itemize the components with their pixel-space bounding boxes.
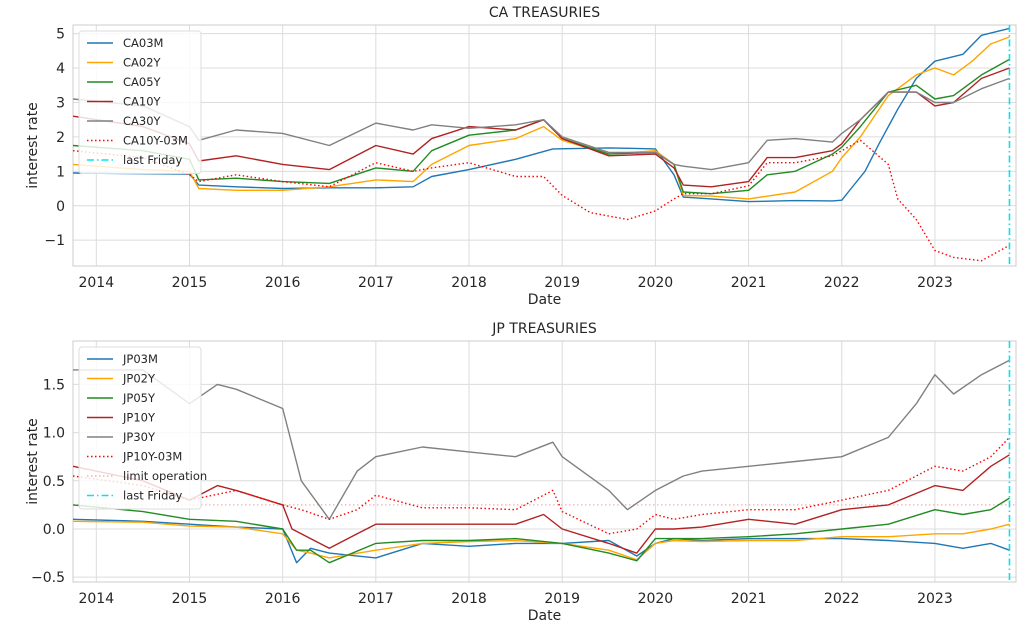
legend-box xyxy=(78,346,202,510)
series-line-jp10y xyxy=(73,454,1010,554)
y-tick-label: 5 xyxy=(56,27,65,43)
legend-label: CA10Y-03M xyxy=(123,134,188,148)
y-tick-label: 0.0 xyxy=(43,522,65,538)
series-line-jp30y xyxy=(73,359,1010,520)
y-tick-label: 4 xyxy=(56,61,65,77)
y-tick-label: −0.5 xyxy=(31,570,65,586)
legend-label: last Friday xyxy=(123,489,182,503)
series-line-jp03m xyxy=(73,518,1010,564)
legend-label: JP03M xyxy=(122,352,158,366)
y-tick-label: 1 xyxy=(56,164,65,180)
series-line-jp02y xyxy=(73,520,1010,561)
y-axis-label: interest rate xyxy=(25,418,41,505)
plot-frame xyxy=(72,24,1017,267)
chart-panel-2: 2014 2015 2016 2017 2018 2019 2020 2021 2022 2023… xyxy=(25,321,1017,624)
x-axis-label: Date xyxy=(528,292,561,308)
series-line-jp05y xyxy=(73,497,1010,564)
legend-label: CA03M xyxy=(123,36,163,50)
y-tick-label: 3 xyxy=(56,95,65,111)
legend-label: JP10Y xyxy=(122,411,156,425)
x-tick-label: 2016 xyxy=(265,275,301,291)
series-line-jp10y-03m xyxy=(73,436,1011,535)
series-line-ca10y-03m xyxy=(73,139,1010,262)
y-tick-label: −1 xyxy=(44,233,65,249)
x-tick-label: 2015 xyxy=(172,275,208,291)
legend-label: last Friday xyxy=(123,153,182,167)
y-axis-label: interest rate xyxy=(25,102,41,189)
legend-label: CA10Y xyxy=(123,95,162,109)
legend-label: JP02Y xyxy=(122,372,156,386)
chart-title: JP TREASURIES xyxy=(491,321,597,337)
x-tick-label: 2021 xyxy=(731,275,767,291)
y-tick-label: 1.5 xyxy=(43,377,65,393)
legend-label: CA05Y xyxy=(123,75,162,89)
x-tick-label: 2017 xyxy=(358,591,394,607)
chart-panel-1: 2014 2015 2016 2017 2018 2019 2020 2021 2022 2023… xyxy=(25,5,1017,308)
y-tick-label: 0.5 xyxy=(43,474,65,490)
legend-label: JP05Y xyxy=(122,391,156,405)
legend-label: JP10Y-03M xyxy=(122,450,182,464)
x-tick-label: 2014 xyxy=(78,591,114,607)
y-tick-label: 1.0 xyxy=(43,426,65,442)
legend-label: limit operation xyxy=(123,469,207,483)
x-tick-label: 2017 xyxy=(358,275,394,291)
x-tick-label: 2014 xyxy=(78,275,114,291)
x-tick-label: 2022 xyxy=(824,591,860,607)
chart-title: CA TREASURIES xyxy=(489,5,600,21)
legend: JP03M JP02Y JP05Y JP10Y JP30Y JP10Y-03M limit … xyxy=(78,346,207,510)
legend: CA03M CA02Y CA05Y CA10Y CA30Y CA10Y-03M last F… xyxy=(78,30,202,174)
x-tick-label: 2023 xyxy=(917,275,953,291)
plot-frame xyxy=(72,340,1017,583)
x-axis-label: Date xyxy=(528,608,561,624)
plot-area xyxy=(73,341,1016,582)
x-tick-label: 2021 xyxy=(731,591,767,607)
legend-label: CA30Y xyxy=(123,114,162,128)
plot-area xyxy=(73,25,1011,266)
x-tick-label: 2020 xyxy=(638,275,674,291)
x-tick-label: 2023 xyxy=(917,591,953,607)
x-tick-label: 2015 xyxy=(172,591,208,607)
y-tick-label: 0 xyxy=(56,199,65,215)
legend-label: CA02Y xyxy=(123,56,162,70)
x-tick-label: 2019 xyxy=(544,591,580,607)
x-tick-label: 2019 xyxy=(544,275,580,291)
x-tick-label: 2018 xyxy=(451,591,487,607)
y-tick-label: 2 xyxy=(56,130,65,146)
series-line-ca30y xyxy=(73,77,1010,171)
x-tick-label: 2018 xyxy=(451,275,487,291)
x-tick-label: 2020 xyxy=(638,591,674,607)
series-line-ca02y xyxy=(73,36,1010,200)
x-tick-label: 2016 xyxy=(265,591,301,607)
legend-label: JP30Y xyxy=(122,430,156,444)
series-line-ca03m xyxy=(73,27,1010,203)
legend-box xyxy=(78,30,202,174)
series-line-ca05y xyxy=(73,58,1010,195)
x-tick-label: 2022 xyxy=(824,275,860,291)
